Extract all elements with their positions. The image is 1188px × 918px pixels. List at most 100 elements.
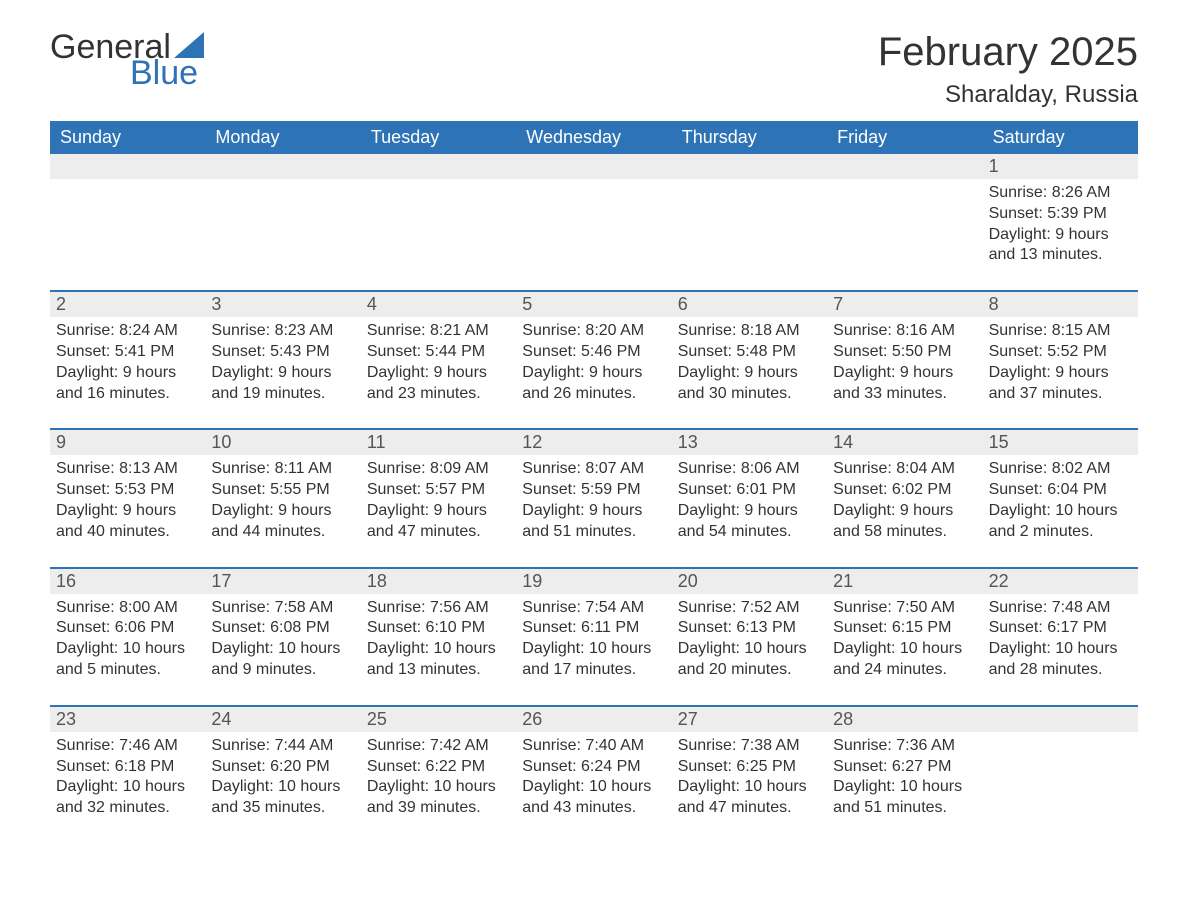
daylight-label-2: and 43 minutes. [522,798,665,819]
sunset-label: Sunset: 5:44 PM [367,342,510,363]
daylight-label-2: and 16 minutes. [56,384,199,405]
day-info: Sunrise: 7:38 AMSunset: 6:25 PMDaylight:… [678,736,821,819]
sunset-label: Sunset: 5:59 PM [522,480,665,501]
calendar-cell: 14Sunrise: 8:04 AMSunset: 6:02 PMDayligh… [827,430,982,552]
daylight-label-2: and 58 minutes. [833,522,976,543]
day-header-sun: Sunday [50,121,205,154]
day-number: 23 [50,707,205,732]
day-info: Sunrise: 8:16 AMSunset: 5:50 PMDaylight:… [833,321,976,404]
daylight-label-2: and 39 minutes. [367,798,510,819]
calendar-cell [983,707,1138,829]
day-info: Sunrise: 7:58 AMSunset: 6:08 PMDaylight:… [211,598,354,681]
day-info: Sunrise: 7:56 AMSunset: 6:10 PMDaylight:… [367,598,510,681]
calendar-week: 1Sunrise: 8:26 AMSunset: 5:39 PMDaylight… [50,154,1138,276]
day-info: Sunrise: 7:54 AMSunset: 6:11 PMDaylight:… [522,598,665,681]
day-number: 6 [672,292,827,317]
calendar-cell: 21Sunrise: 7:50 AMSunset: 6:15 PMDayligh… [827,569,982,691]
sunset-label: Sunset: 5:50 PM [833,342,976,363]
daylight-label-2: and 19 minutes. [211,384,354,405]
calendar-cell: 9Sunrise: 8:13 AMSunset: 5:53 PMDaylight… [50,430,205,552]
day-info: Sunrise: 8:23 AMSunset: 5:43 PMDaylight:… [211,321,354,404]
daylight-label-2: and 44 minutes. [211,522,354,543]
location-label: Sharalday, Russia [878,81,1138,109]
day-number: 17 [205,569,360,594]
calendar-cell: 22Sunrise: 7:48 AMSunset: 6:17 PMDayligh… [983,569,1138,691]
sunrise-label: Sunrise: 8:20 AM [522,321,665,342]
sunset-label: Sunset: 6:13 PM [678,618,821,639]
daylight-label: Daylight: 10 hours [522,639,665,660]
sunset-label: Sunset: 6:02 PM [833,480,976,501]
day-number: 16 [50,569,205,594]
day-info: Sunrise: 8:06 AMSunset: 6:01 PMDaylight:… [678,459,821,542]
sunrise-label: Sunrise: 7:38 AM [678,736,821,757]
daylight-label: Daylight: 10 hours [989,501,1132,522]
day-number: 14 [827,430,982,455]
sunset-label: Sunset: 5:41 PM [56,342,199,363]
day-header-row: Sunday Monday Tuesday Wednesday Thursday… [50,121,1138,154]
daylight-label: Daylight: 10 hours [522,777,665,798]
daylight-label-2: and 47 minutes. [678,798,821,819]
daylight-label: Daylight: 10 hours [211,777,354,798]
calendar-week: 2 Sunrise: 8:24 AMSunset: 5:41 PMDaylight… [50,290,1138,414]
daylight-label: Daylight: 10 hours [833,777,976,798]
sunrise-label: Sunrise: 7:42 AM [367,736,510,757]
daylight-label-2: and 5 minutes. [56,660,199,681]
sunset-label: Sunset: 6:27 PM [833,757,976,778]
day-number: 7 [827,292,982,317]
daylight-label-2: and 40 minutes. [56,522,199,543]
day-header-wed: Wednesday [516,121,671,154]
calendar-cell [361,154,516,276]
day-number: 5 [516,292,671,317]
daylight-label: Daylight: 9 hours [678,363,821,384]
calendar-cell: 13Sunrise: 8:06 AMSunset: 6:01 PMDayligh… [672,430,827,552]
daylight-label: Daylight: 9 hours [56,363,199,384]
sunset-label: Sunset: 6:01 PM [678,480,821,501]
day-number: 4 [361,292,516,317]
day-number: 26 [516,707,671,732]
logo-text-blue: Blue [130,56,204,90]
logo: General Blue [50,30,204,90]
sunset-label: Sunset: 6:24 PM [522,757,665,778]
calendar: Sunday Monday Tuesday Wednesday Thursday… [50,121,1138,829]
calendar-cell: 27Sunrise: 7:38 AMSunset: 6:25 PMDayligh… [672,707,827,829]
daylight-label: Daylight: 9 hours [833,363,976,384]
daylight-label: Daylight: 9 hours [522,363,665,384]
sunrise-label: Sunrise: 7:56 AM [367,598,510,619]
day-number: 15 [983,430,1138,455]
daylight-label-2: and 32 minutes. [56,798,199,819]
calendar-cell: 6Sunrise: 8:18 AMSunset: 5:48 PMDaylight… [672,292,827,414]
sunset-label: Sunset: 6:18 PM [56,757,199,778]
sunrise-label: Sunrise: 8:11 AM [211,459,354,480]
day-info: Sunrise: 8:21 AMSunset: 5:44 PMDaylight:… [367,321,510,404]
title-block: February 2025 Sharalday, Russia [878,30,1138,109]
day-info: Sunrise: 8:00 AMSunset: 6:06 PMDaylight:… [56,598,199,681]
sunset-label: Sunset: 5:52 PM [989,342,1132,363]
day-info: Sunrise: 8:24 AMSunset: 5:41 PMDaylight:… [56,321,199,404]
day-number: 28 [827,707,982,732]
day-number: 19 [516,569,671,594]
calendar-cell: 8Sunrise: 8:15 AMSunset: 5:52 PMDaylight… [983,292,1138,414]
daylight-label-2: and 51 minutes. [833,798,976,819]
sunrise-label: Sunrise: 8:16 AM [833,321,976,342]
daylight-label: Daylight: 10 hours [678,777,821,798]
day-number: 10 [205,430,360,455]
day-number: 2 [50,292,205,317]
sunset-label: Sunset: 6:15 PM [833,618,976,639]
calendar-cell: 24Sunrise: 7:44 AMSunset: 6:20 PMDayligh… [205,707,360,829]
sunrise-label: Sunrise: 8:13 AM [56,459,199,480]
calendar-cell [516,154,671,276]
header: General Blue February 2025 Sharalday, Ru… [50,30,1138,109]
weeks-container: 1Sunrise: 8:26 AMSunset: 5:39 PMDaylight… [50,154,1138,829]
daylight-label-2: and 51 minutes. [522,522,665,543]
sunrise-label: Sunrise: 8:04 AM [833,459,976,480]
day-number: 25 [361,707,516,732]
daylight-label: Daylight: 10 hours [989,639,1132,660]
sunset-label: Sunset: 5:43 PM [211,342,354,363]
day-number: 3 [205,292,360,317]
sunrise-label: Sunrise: 7:40 AM [522,736,665,757]
day-info: Sunrise: 7:44 AMSunset: 6:20 PMDaylight:… [211,736,354,819]
sunset-label: Sunset: 6:20 PM [211,757,354,778]
calendar-cell: 2 Sunrise: 8:24 AMSunset: 5:41 PMDaylight… [50,292,205,414]
daylight-label-2: and 30 minutes. [678,384,821,405]
daylight-label-2: and 17 minutes. [522,660,665,681]
